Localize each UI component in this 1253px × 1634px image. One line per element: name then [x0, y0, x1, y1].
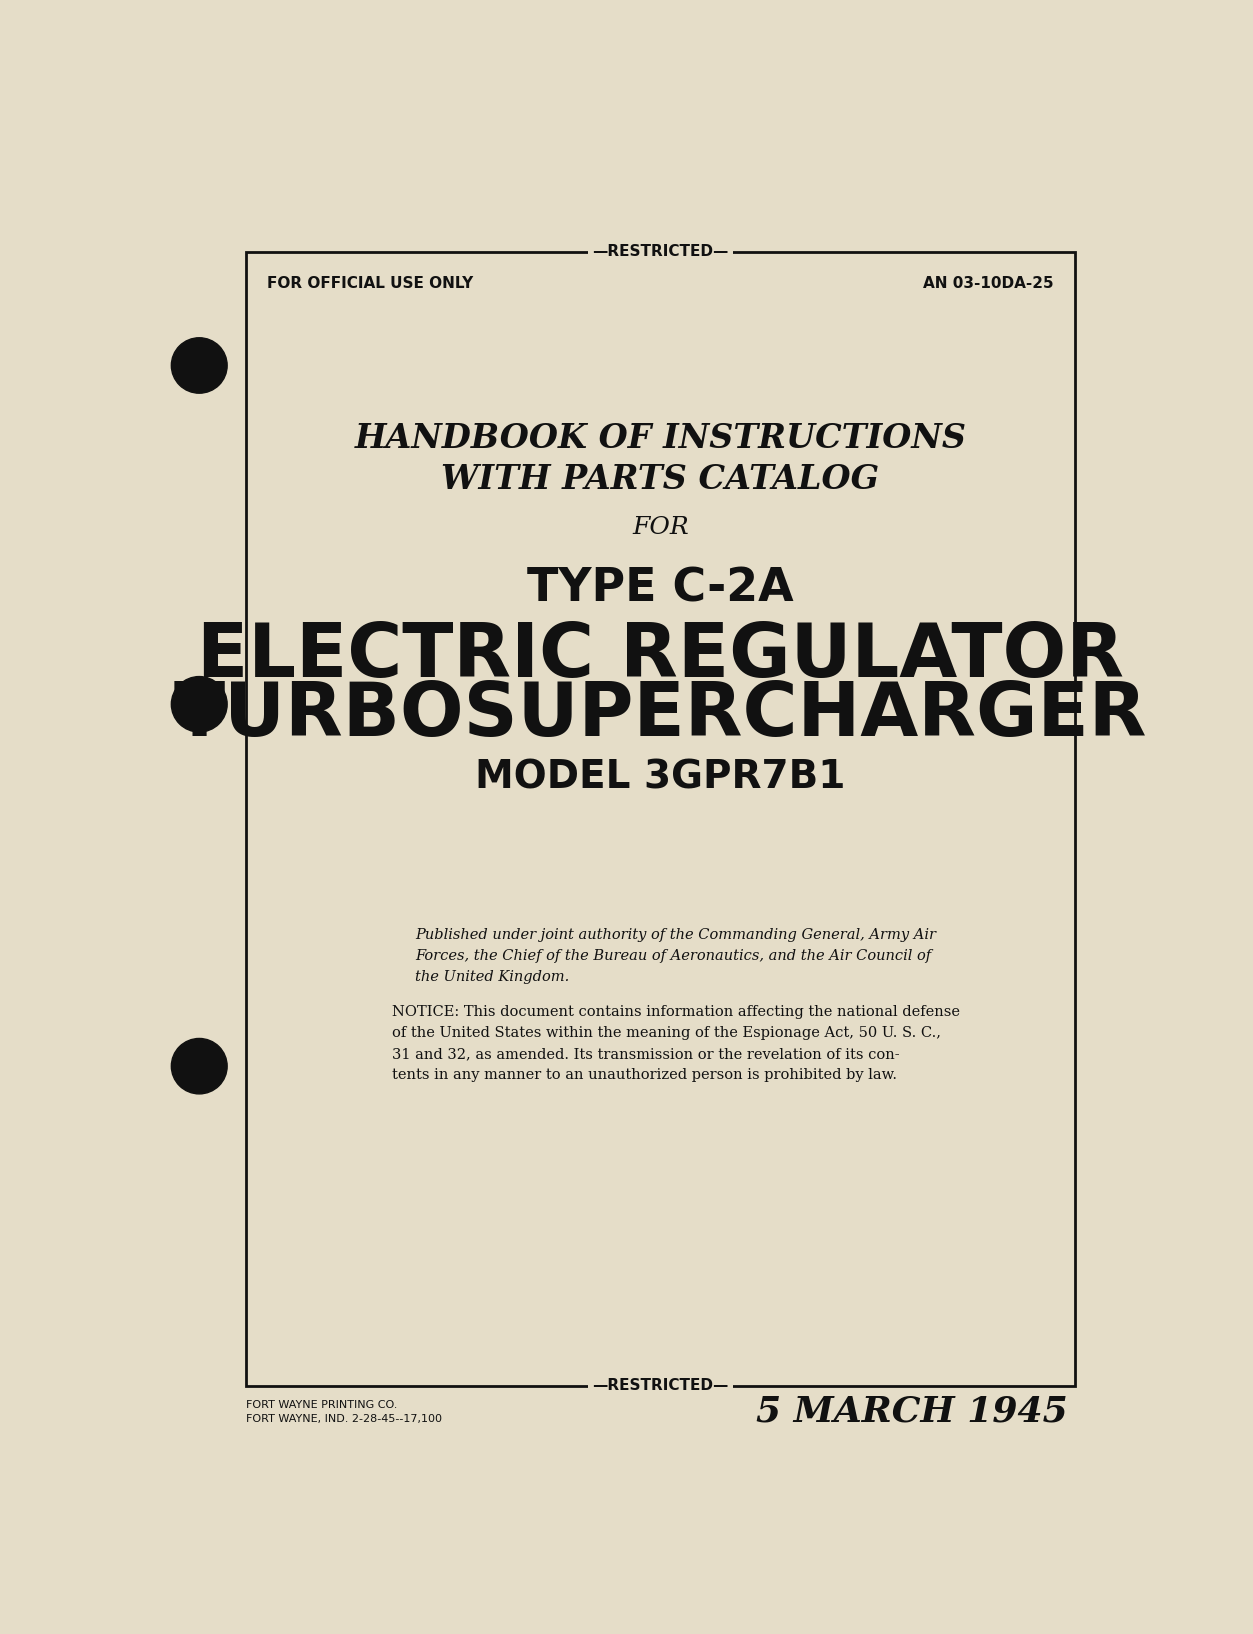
Text: 5 MARCH 1945: 5 MARCH 1945	[756, 1394, 1068, 1428]
Text: FORT WAYNE, IND. 2-28-45--17,100: FORT WAYNE, IND. 2-28-45--17,100	[246, 1413, 442, 1423]
Text: FOR OFFICIAL USE ONLY: FOR OFFICIAL USE ONLY	[267, 276, 474, 291]
Text: —RESTRICTED—: —RESTRICTED—	[593, 1377, 728, 1394]
Text: FOR: FOR	[632, 516, 689, 539]
Text: FORT WAYNE PRINTING CO.: FORT WAYNE PRINTING CO.	[246, 1400, 397, 1410]
Text: AN 03-10DA-25: AN 03-10DA-25	[922, 276, 1054, 291]
Text: NOTICE: This document contains information affecting the national defense
of the: NOTICE: This document contains informati…	[392, 1005, 960, 1082]
Bar	[246, 252, 1075, 1386]
Text: WITH PARTS CATALOG: WITH PARTS CATALOG	[441, 462, 880, 497]
Text: —RESTRICTED—: —RESTRICTED—	[593, 243, 728, 260]
Text: HANDBOOK OF INSTRUCTIONS: HANDBOOK OF INSTRUCTIONS	[355, 422, 966, 456]
Text: TURBOSUPERCHARGER: TURBOSUPERCHARGER	[174, 680, 1148, 752]
Circle shape	[172, 338, 227, 394]
Text: TYPE C-2A: TYPE C-2A	[528, 567, 793, 611]
Text: Published under joint authority of the Commanding General, Army Air
Forces, the : Published under joint authority of the C…	[416, 928, 936, 984]
Text: MODEL 3GPR7B1: MODEL 3GPR7B1	[475, 758, 846, 796]
Text: ELECTRIC REGULATOR: ELECTRIC REGULATOR	[197, 619, 1124, 693]
Circle shape	[172, 1039, 227, 1093]
Circle shape	[172, 676, 227, 732]
